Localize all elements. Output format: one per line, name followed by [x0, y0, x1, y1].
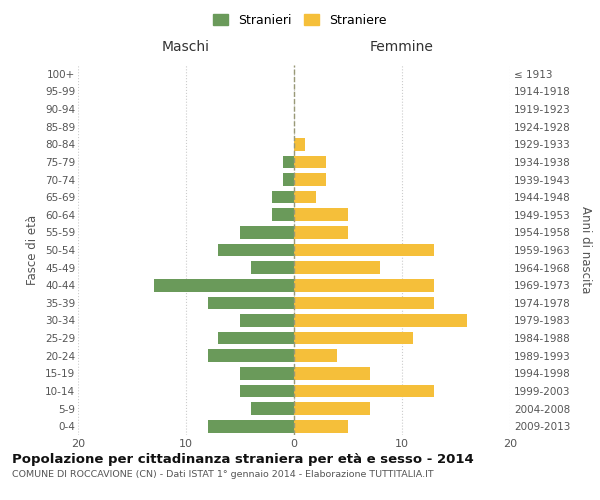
Bar — [294, 156, 326, 168]
Bar — [154, 279, 294, 291]
Bar — [294, 191, 316, 203]
Bar — [294, 138, 305, 150]
Bar — [294, 350, 337, 362]
Bar — [283, 156, 294, 168]
Bar — [272, 208, 294, 221]
Bar — [294, 420, 348, 432]
Bar — [272, 191, 294, 203]
Y-axis label: Fasce di età: Fasce di età — [26, 215, 40, 285]
Text: COMUNE DI ROCCAVIONE (CN) - Dati ISTAT 1° gennaio 2014 - Elaborazione TUTTITALIA: COMUNE DI ROCCAVIONE (CN) - Dati ISTAT 1… — [12, 470, 434, 479]
Bar — [208, 350, 294, 362]
Bar — [240, 226, 294, 238]
Bar — [294, 279, 434, 291]
Bar — [294, 244, 434, 256]
Bar — [294, 332, 413, 344]
Bar — [240, 367, 294, 380]
Bar — [294, 402, 370, 415]
Bar — [294, 173, 326, 186]
Bar — [294, 314, 467, 327]
Text: Femmine: Femmine — [370, 40, 434, 54]
Bar — [218, 244, 294, 256]
Text: Popolazione per cittadinanza straniera per età e sesso - 2014: Popolazione per cittadinanza straniera p… — [12, 452, 474, 466]
Bar — [294, 226, 348, 238]
Bar — [294, 384, 434, 398]
Bar — [251, 262, 294, 274]
Bar — [251, 402, 294, 415]
Bar — [218, 332, 294, 344]
Bar — [294, 208, 348, 221]
Bar — [208, 420, 294, 432]
Y-axis label: Anni di nascita: Anni di nascita — [579, 206, 592, 294]
Legend: Stranieri, Straniere: Stranieri, Straniere — [208, 8, 392, 32]
Bar — [240, 314, 294, 327]
Bar — [294, 296, 434, 309]
Bar — [294, 262, 380, 274]
Bar — [240, 384, 294, 398]
Bar — [283, 173, 294, 186]
Bar — [294, 367, 370, 380]
Bar — [208, 296, 294, 309]
Text: Maschi: Maschi — [162, 40, 210, 54]
